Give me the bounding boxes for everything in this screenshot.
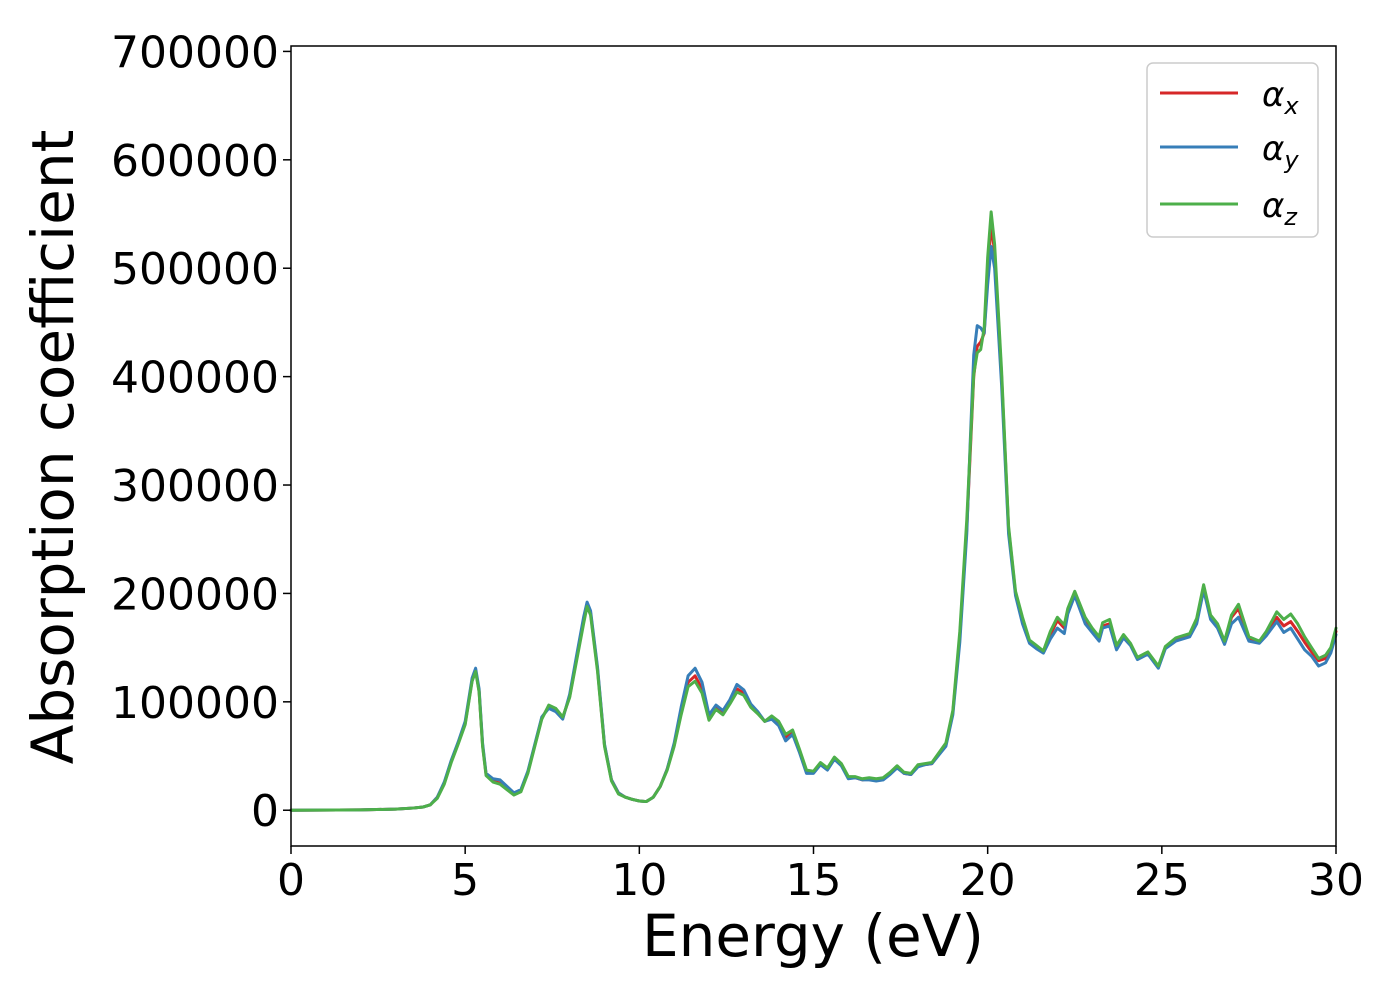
legend-entry-y: αy [1160,129,1299,174]
legend: αx αy αz [1146,62,1319,238]
legend-label-x: αx [1262,75,1299,120]
x-tick-label-4: 20 [960,855,1016,906]
legend-symbol-z: α [1262,186,1284,226]
x-tick-label-0: 0 [277,855,305,906]
legend-entry-z: αz [1160,186,1298,231]
y-tick-label-3: 300000 [111,461,279,512]
legend-subscript-y: y [1283,146,1299,174]
plot-layer [289,210,1338,812]
series-line-1 [289,245,1338,812]
y-tick-label-0: 0 [251,786,279,837]
legend-box [1146,62,1319,238]
axes-layer: 0 5 10 15 20 25 30 0 100000 200000 300000 400000 500… [111,27,1364,906]
y-tick-label-2: 200000 [111,569,279,620]
legend-symbol-y: α [1262,129,1284,169]
legend-entry-x: αx [1160,75,1299,120]
y-tick-label-6: 600000 [111,136,279,187]
legend-subscript-z: z [1283,203,1298,231]
legend-label-y: αy [1262,129,1299,174]
x-tick-label-1: 5 [451,855,479,906]
x-axis-label: Energy (eV) [642,902,984,970]
y-tick-label-1: 100000 [111,678,279,729]
legend-subscript-x: x [1283,92,1299,120]
x-tick-label-6: 30 [1308,855,1364,906]
legend-symbol-x: α [1262,75,1284,115]
x-tick-label-5: 25 [1134,855,1190,906]
legend-label-z: αz [1262,186,1298,231]
series-line-2 [289,210,1338,812]
x-tick-label-3: 15 [786,855,842,906]
y-tick-label-5: 500000 [111,244,279,295]
y-tick-label-7: 700000 [111,27,279,78]
y-tick-label-4: 400000 [111,353,279,404]
x-tick-label-2: 10 [611,855,667,906]
series-line-0 [289,223,1338,812]
y-axis-label: Absorption coefficient [19,130,87,765]
